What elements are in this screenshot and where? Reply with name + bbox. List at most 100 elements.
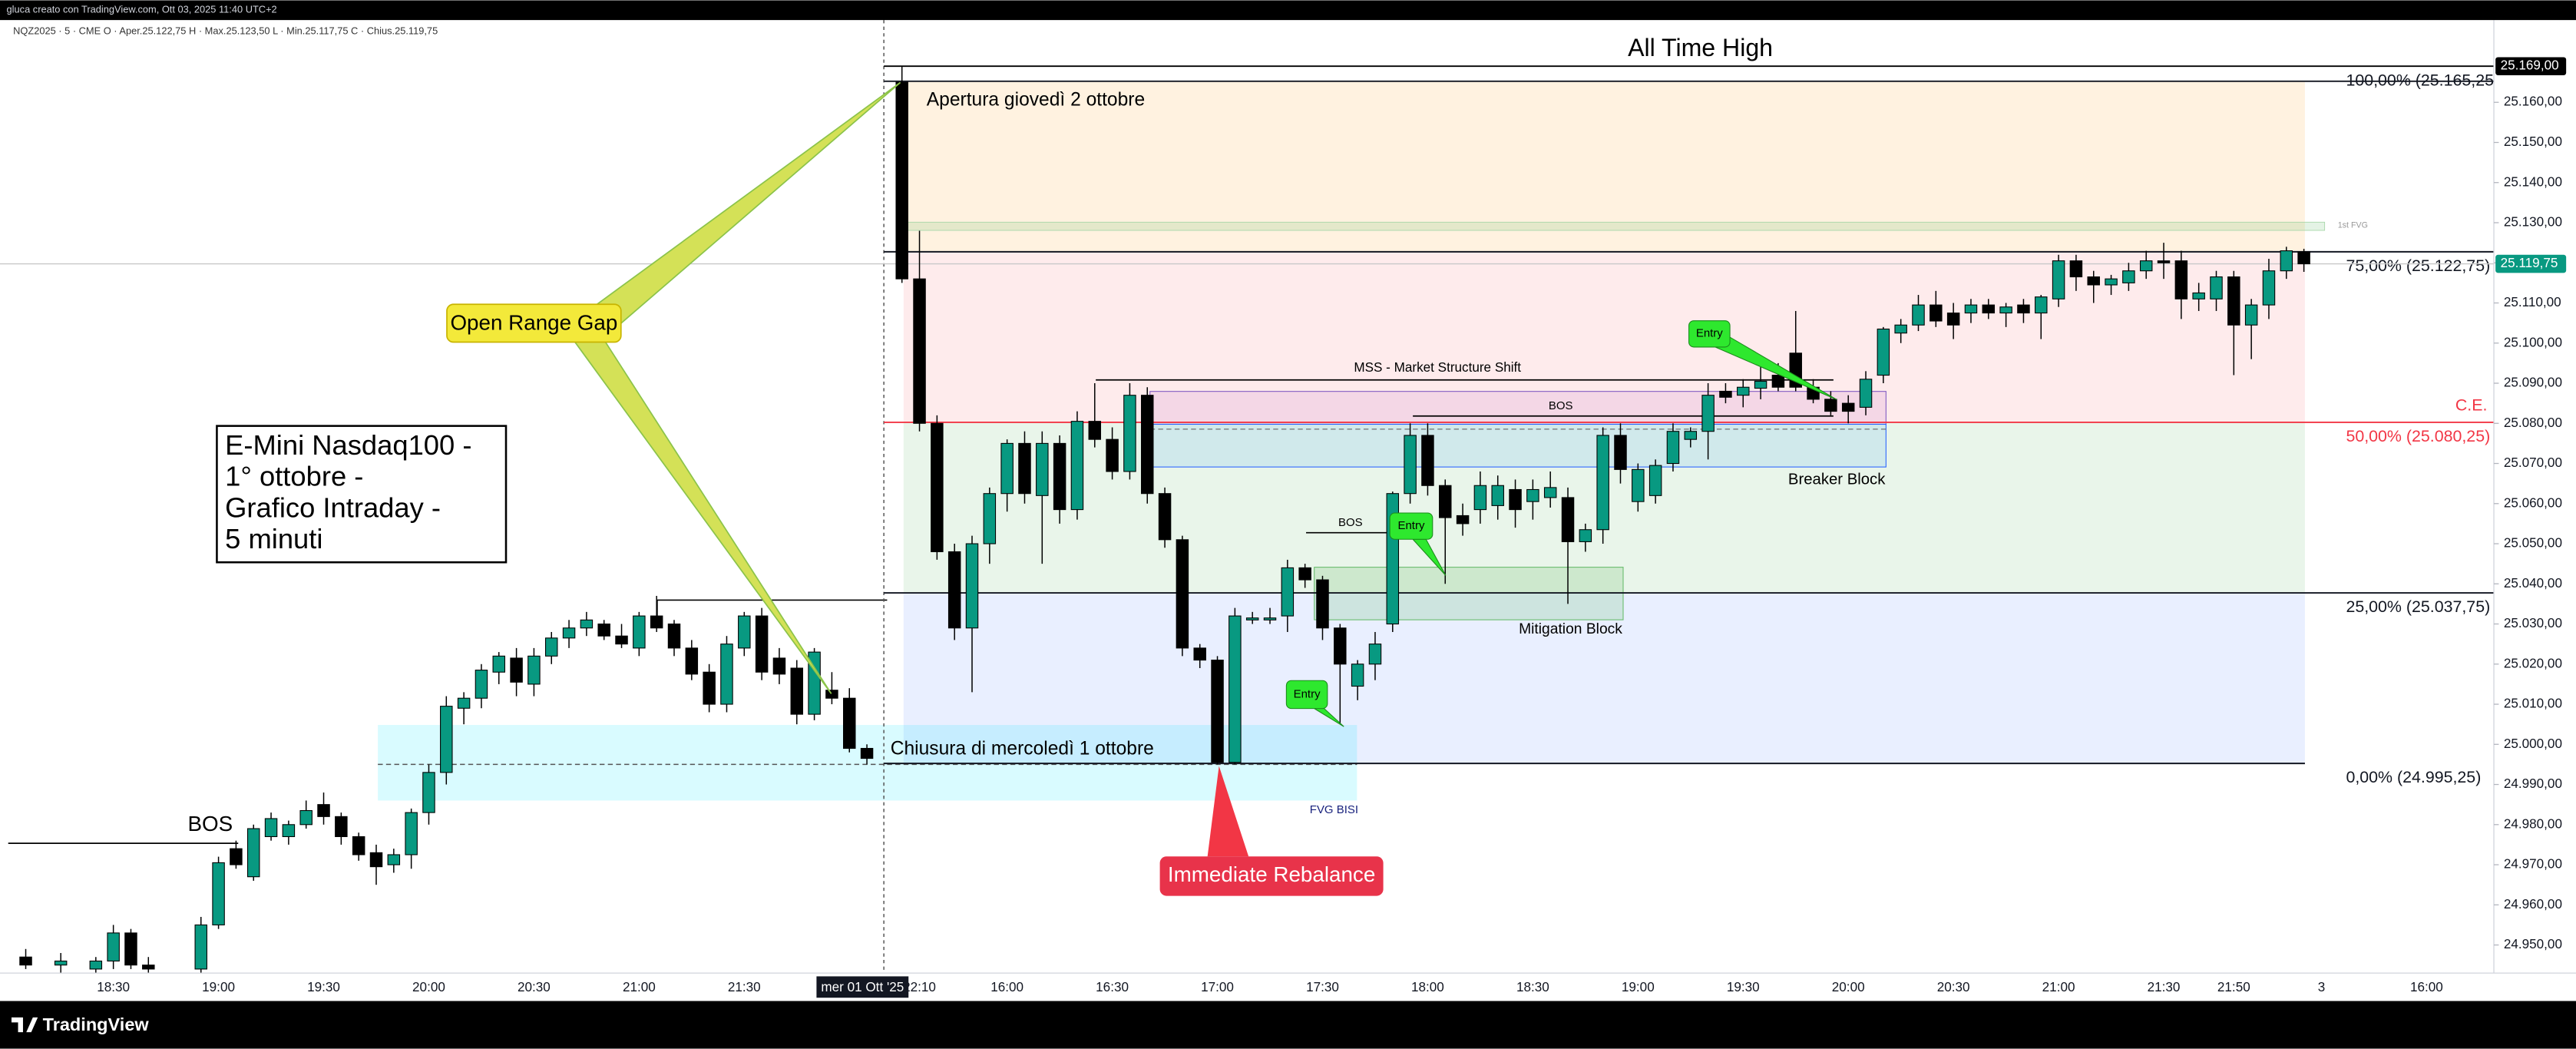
candle-body [1036, 442, 1049, 496]
candle-body [1228, 615, 1242, 763]
callout-box [1159, 856, 1384, 896]
candle-body [1999, 306, 2012, 314]
x-tick-label: 21:00 [623, 980, 656, 994]
time-axis [0, 973, 2576, 1001]
candle-body [1211, 660, 1224, 763]
callout-label: Open Range Gap [450, 310, 617, 334]
candle-body [720, 644, 733, 705]
y-tick-label: 25.050,00 [2504, 536, 2562, 551]
annotation: Apertura giovedì 2 ottobre [927, 89, 1145, 110]
entry-label: Entry [1398, 519, 1425, 532]
candle-body [1684, 431, 1698, 440]
candle-body [1351, 663, 1364, 687]
candle-body [1701, 395, 1715, 432]
candle-body [212, 862, 225, 925]
candle-body [1123, 395, 1136, 472]
candle-body [124, 932, 137, 966]
x-tick-label: 21:00 [2042, 980, 2075, 994]
y-tick-label: 25.160,00 [2504, 94, 2562, 109]
y-tick-label: 25.030,00 [2504, 616, 2562, 630]
candle-body [1456, 515, 1470, 524]
candle-body [440, 706, 453, 773]
y-tick-label: 25.010,00 [2504, 697, 2562, 711]
candle-body [1263, 617, 1277, 620]
callout-box [446, 303, 622, 343]
candle-body [1912, 304, 1925, 326]
fib-label: 50,00% (25.080,25) [2346, 427, 2490, 445]
y-tick-label: 25.090,00 [2504, 376, 2562, 390]
candle-body [895, 81, 908, 280]
candle-body [54, 960, 68, 966]
crosshair-box [816, 976, 909, 998]
candles [19, 66, 2310, 974]
header-text: gluca creato con TradingView.com, Ott 03… [7, 4, 277, 15]
candle-body [1894, 324, 1907, 334]
candle-body [2210, 276, 2223, 299]
brand: TradingView [43, 1014, 150, 1034]
fib-label: 100,00% (25.165,25) [2346, 71, 2499, 89]
y-tick-label: 24.990,00 [2504, 776, 2562, 791]
candle-body [510, 657, 523, 683]
candle-body [1158, 493, 1172, 541]
y-tick-label: 25.060,00 [2504, 495, 2562, 510]
candle-body [931, 422, 944, 553]
x-tick-label: 21:30 [728, 980, 761, 994]
candle-body [282, 824, 296, 838]
candle-body [107, 932, 120, 961]
candle-body [246, 828, 260, 878]
fib-band [903, 251, 2305, 422]
annotation: BOS [1549, 399, 1573, 412]
candle-body [2192, 292, 2205, 299]
price-label: 25.169,00 [2501, 58, 2559, 73]
annotation: BOS [1338, 516, 1363, 529]
candle-body [1018, 442, 1031, 495]
x-tick-label: 18:30 [97, 980, 130, 994]
candle-body [19, 956, 32, 966]
candle-body [1421, 435, 1434, 486]
price-label-box [2495, 254, 2567, 273]
y-tick-label: 25.130,00 [2504, 215, 2562, 230]
entry-label: Entry [1696, 327, 1723, 340]
candle-body [1859, 379, 1873, 408]
candle-body [913, 278, 926, 424]
candle-body [755, 615, 769, 673]
candle-body [983, 493, 997, 544]
y-tick-label: 25.000,00 [2504, 736, 2562, 751]
candle-body [965, 543, 979, 629]
candle-body [597, 623, 610, 637]
candle-body [843, 697, 856, 750]
annotation: BOS [188, 812, 233, 836]
x-tick-label: 18:00 [1411, 980, 1444, 994]
y-tick-label: 24.980,00 [2504, 816, 2562, 831]
candle-body [1877, 328, 1890, 376]
entry-box [1285, 680, 1328, 710]
title-line: 1° ottobre - [225, 461, 363, 492]
title-line: E-Mini Nasdaq100 - [225, 429, 471, 461]
candle-body [1579, 529, 1592, 542]
candle-body [194, 924, 207, 970]
fib-label: 75,00% (25.122,75) [2346, 256, 2490, 275]
y-tick-label: 25.080,00 [2504, 415, 2562, 430]
x-tick-label: 18:30 [1516, 980, 1549, 994]
y-tick-label: 24.970,00 [2504, 857, 2562, 872]
fib-label: 25,00% (25.037,75) [2346, 597, 2490, 616]
candle-body [2262, 270, 2276, 306]
candle-body [1439, 485, 1452, 518]
candle-body [825, 690, 838, 699]
candle-body [1526, 488, 1539, 502]
candle-body [667, 623, 681, 649]
x-tick-label: 19:30 [1727, 980, 1760, 994]
x-tick-label: 17:30 [1306, 980, 1339, 994]
candle-body [369, 852, 383, 868]
x-tick-label: 20:00 [412, 980, 445, 994]
crosshair-label: mer 01 Ott '25 [821, 980, 904, 994]
candle-body [1245, 617, 1259, 620]
first-fvg-box [903, 221, 2326, 231]
callout-label: Immediate Rebalance [1168, 862, 1375, 886]
x-tick-label: 16:00 [2410, 980, 2443, 994]
fib-band [903, 81, 2305, 252]
x-tick-label: 21:50 [2217, 980, 2250, 994]
candle-body [1509, 488, 1522, 511]
